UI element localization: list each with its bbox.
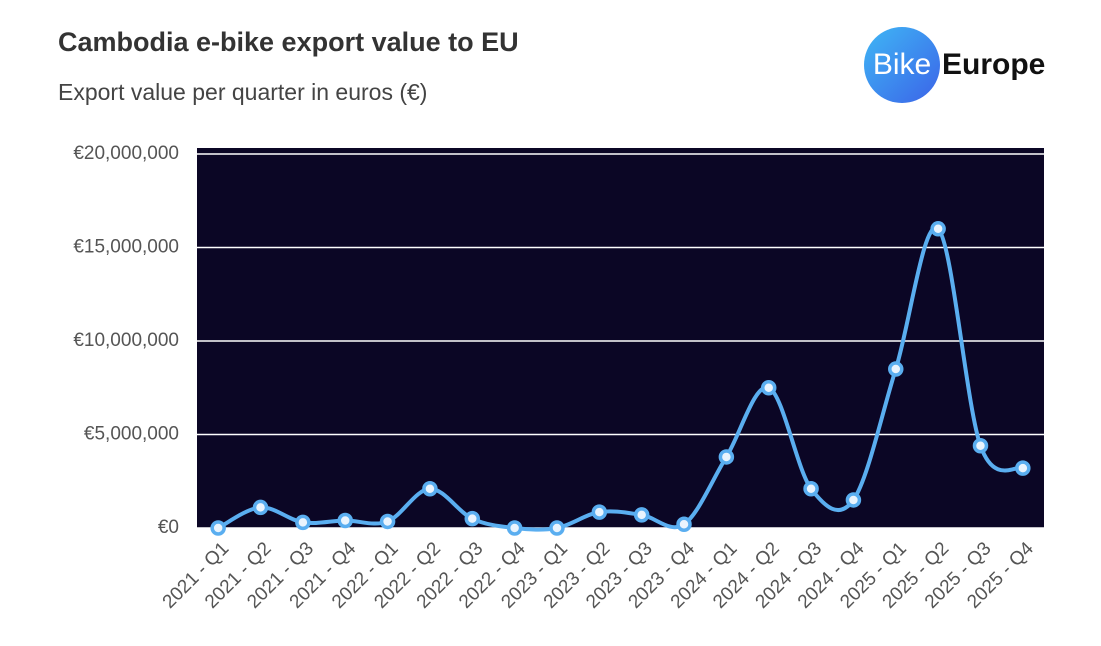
point [760,380,777,396]
point [379,513,396,530]
y-tick-label: €0 [158,517,179,538]
point [337,512,353,529]
logo: Bike Europe [864,27,1045,103]
y-tick-label: €20,000,000 [73,143,179,164]
point [972,437,989,454]
y-tick-label: €15,000,000 [73,237,179,258]
y-tick-label: €10,000,000 [73,330,179,351]
chart-title: Cambodia e-bike export value to EU [58,27,519,57]
point [888,361,904,377]
plot-background [197,148,1044,528]
point [252,499,269,516]
point [210,520,226,536]
y-tick-label: €5,000,000 [84,424,179,445]
logo-circle [864,27,940,103]
logo-text: Bike [873,48,931,81]
point [633,507,650,523]
point [803,480,819,497]
point [591,504,608,520]
point [464,510,481,527]
point [1015,460,1031,476]
point [549,520,565,536]
point [422,480,438,497]
point [295,514,311,531]
point [676,516,692,533]
logo-text: Europe [942,48,1045,81]
point [930,221,946,237]
chart-subtitle: Export value per quarter in euros (€) [58,79,427,105]
point [845,492,862,508]
point [506,520,523,536]
point [718,449,735,465]
